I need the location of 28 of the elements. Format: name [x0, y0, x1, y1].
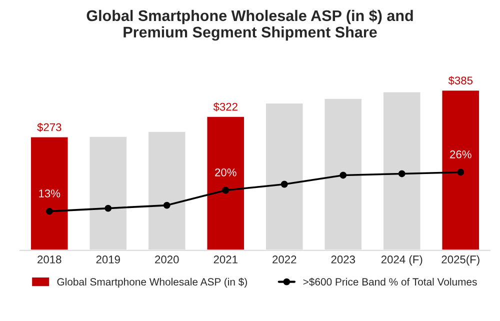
point [104, 204, 112, 212]
point [340, 172, 347, 179]
data-label: $385 [448, 76, 473, 86]
x-tick-label: 2019 [96, 256, 120, 264]
point [222, 186, 230, 194]
legend-label: Global Smartphone Wholesale ASP (in $) [57, 278, 247, 288]
data-label: 20% [215, 168, 236, 176]
x-tick-label: 2022 [272, 256, 296, 264]
bar [206, 115, 246, 250]
data-label: 13% [39, 190, 60, 198]
data-label: 26% [450, 150, 472, 158]
bar [440, 89, 480, 250]
point [398, 170, 406, 178]
x-tick-label: 2025(F) [442, 255, 480, 266]
bar [30, 136, 70, 250]
x-tick-label: 2020 [155, 256, 179, 264]
chart-title: Global Smartphone Wholesale ASP (in $) and Premium Segment Shipment Share [86, 10, 413, 41]
data-label: $273 [37, 122, 62, 132]
point [457, 168, 464, 176]
point [46, 208, 53, 215]
x-tick-label: 2018 [38, 256, 62, 264]
point [163, 202, 170, 209]
x-tick-label: 2023 [331, 256, 355, 264]
x-tick-label: 2024 (F) [381, 255, 422, 266]
legend-label: >$600 Price Band % of Total Volumes [303, 278, 477, 286]
x-tick-label: 2021 [214, 256, 238, 264]
data-label: $322 [213, 102, 238, 112]
point [280, 180, 288, 188]
